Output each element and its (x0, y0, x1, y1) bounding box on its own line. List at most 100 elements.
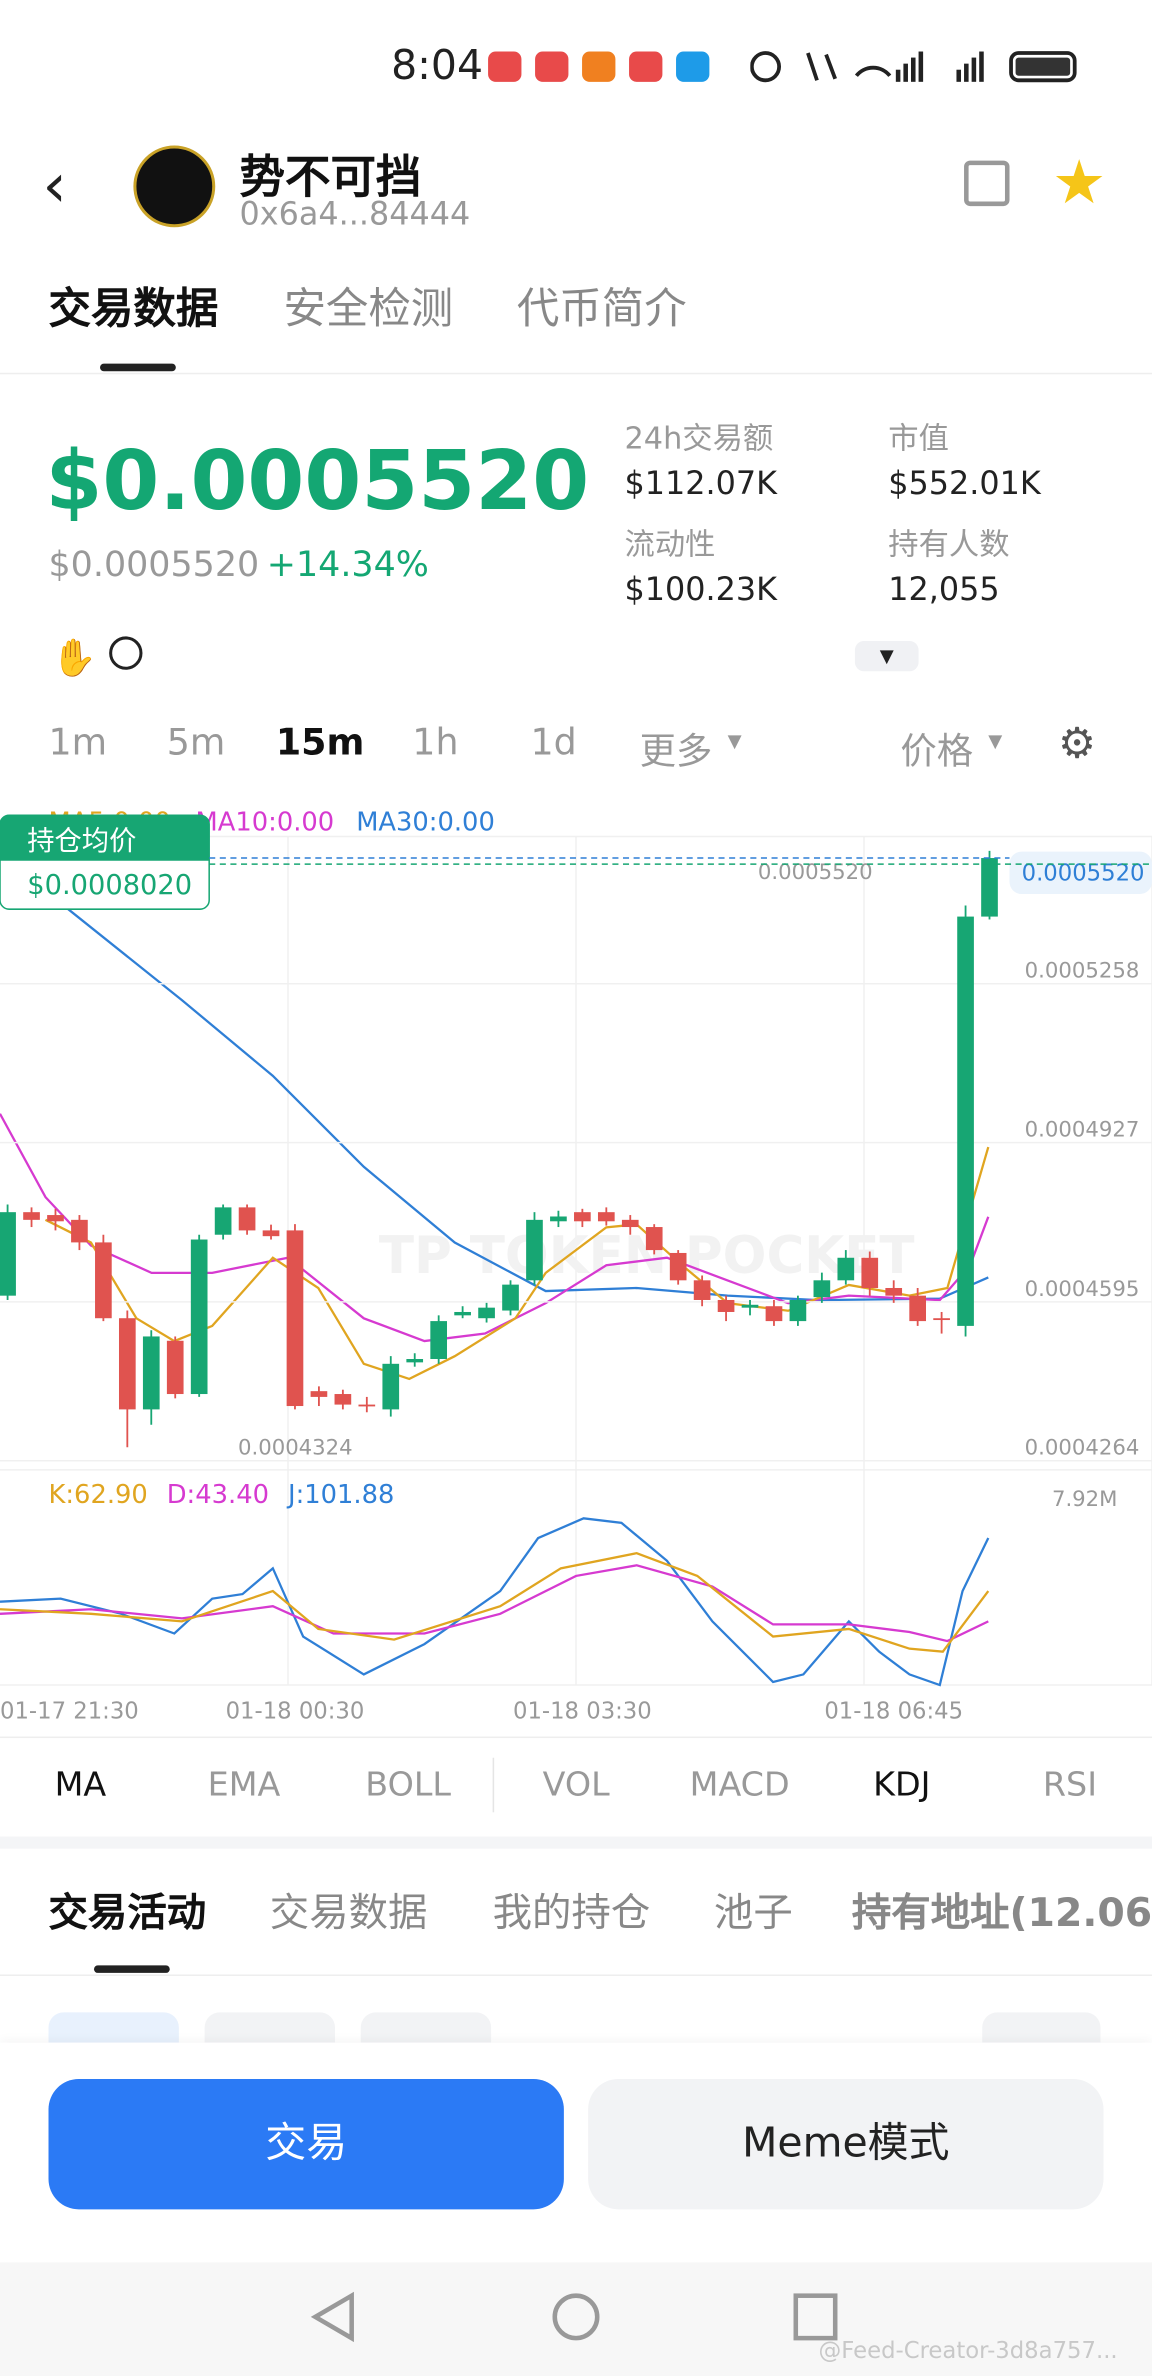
kdj-j-label: J:101.88 (286, 1480, 394, 1510)
candle-body (933, 1318, 950, 1321)
candle-body (861, 1257, 879, 1288)
indicator[interactable]: BOLL (365, 1766, 452, 1805)
kdj-j-line (0, 1517, 990, 1687)
indicator[interactable]: MACD (689, 1766, 790, 1805)
section-gap (0, 1836, 1152, 1849)
stat-label: 持有人数 (888, 525, 1010, 563)
interval[interactable]: 1d (530, 721, 577, 764)
trade-button[interactable]: 交易 (48, 2079, 564, 2210)
stat-value: 12,055 (888, 571, 1000, 608)
candle-body (358, 1404, 376, 1407)
candle-body (478, 1307, 495, 1319)
filter-chip[interactable] (204, 2012, 335, 2043)
indicator[interactable]: KDJ (873, 1766, 931, 1805)
candle-body (166, 1340, 184, 1395)
activity-tab[interactable]: 持有地址(12.06 (851, 1891, 1152, 1937)
back-button[interactable]: ‹ (42, 151, 67, 222)
candle-body (334, 1394, 352, 1405)
interval[interactable]: 5m (166, 721, 226, 764)
settings-button[interactable]: ⚙ (1058, 718, 1097, 769)
meme-button[interactable]: Meme模式 (588, 2079, 1104, 2210)
candle-body (693, 1280, 711, 1300)
favorite-button[interactable]: ★ (1051, 148, 1107, 219)
x-tick-label: 01-18 03:30 (513, 1698, 652, 1724)
expand-button[interactable]: ▼ (854, 640, 919, 672)
tab[interactable]: 交易数据 (48, 283, 219, 334)
low-label: 0.0004324 (238, 1436, 353, 1461)
token-name: 势不可挡 (239, 151, 422, 205)
search-icon[interactable] (109, 636, 143, 670)
indicator[interactable]: EMA (207, 1766, 281, 1805)
dropdown-arrow: ▼ (988, 730, 1003, 752)
tab[interactable]: 安全检测 (283, 283, 454, 334)
stat-label: 流动性 (624, 525, 716, 563)
candle-body (142, 1336, 160, 1410)
candle-body (981, 858, 998, 917)
candle-body (286, 1230, 304, 1407)
ma30-line (67, 908, 989, 1302)
candle-body (71, 1219, 88, 1243)
divider (0, 372, 1152, 375)
activity-tab[interactable]: 交易数据 (269, 1891, 428, 1937)
candle-body (717, 1299, 735, 1312)
candle-body (597, 1212, 615, 1222)
interval[interactable]: 1m (48, 721, 108, 764)
indicator[interactable]: RSI (1042, 1766, 1098, 1805)
candle-body (406, 1359, 424, 1363)
hand-icon[interactable]: ✋ (51, 636, 97, 679)
candle-body (550, 1216, 567, 1222)
token-address[interactable]: 0x6a4...84444 (239, 195, 471, 232)
indicator[interactable]: MA (54, 1766, 107, 1805)
avg-cost-value: $0.0008020 (27, 870, 192, 901)
price-sub: $0.0005520 (48, 545, 260, 585)
candle-body (310, 1391, 328, 1397)
activity-tab[interactable]: 池子 (713, 1891, 793, 1937)
share-button[interactable] (964, 160, 1010, 207)
candle-body (382, 1363, 400, 1410)
price-main: $0.0005520 (45, 433, 590, 529)
ma10-label: MA10:0.00 (196, 807, 335, 837)
status-time: 8:04 (391, 42, 483, 90)
filter-chip[interactable] (982, 2012, 1101, 2043)
candle-body (0, 1212, 16, 1296)
candle-body (214, 1207, 232, 1235)
avg-cost-header (0, 815, 210, 861)
stat-value: $112.07K (624, 465, 778, 502)
y-tick-label: 0.0004595 (1025, 1277, 1140, 1302)
price-toggle[interactable]: 价格 (900, 730, 974, 773)
nav-bar (0, 2262, 1152, 2376)
candle-body (23, 1212, 40, 1220)
stat-value: $100.23K (624, 571, 778, 608)
candle-body (526, 1219, 543, 1281)
kdj-d-label: D:43.40 (167, 1480, 269, 1510)
candle-body (885, 1287, 903, 1296)
tab-indicator (93, 1965, 170, 1973)
divider (0, 1974, 1152, 1976)
grid (0, 835, 1152, 1686)
filter-chip[interactable] (360, 2012, 492, 2043)
avg-cost-label: 持仓均价 (27, 826, 136, 857)
indicator[interactable]: VOL (542, 1766, 610, 1805)
candle-body (430, 1321, 448, 1360)
activity-tab[interactable]: 交易活动 (48, 1891, 207, 1937)
kdj-k-line (0, 1552, 990, 1653)
stat-value: $552.01K (888, 465, 1041, 502)
kdj-d-line (0, 1564, 989, 1643)
candle-body (47, 1215, 64, 1222)
dropdown-arrow: ▼ (727, 730, 742, 752)
interval[interactable]: 更多 (639, 730, 713, 773)
interval[interactable]: 1h (412, 721, 459, 764)
tab[interactable]: 代币简介 (516, 283, 687, 334)
candle-body (765, 1306, 783, 1322)
interval[interactable]: 15m (275, 721, 365, 764)
candle-body (454, 1311, 471, 1316)
activity-tab[interactable]: 我的持仓 (492, 1891, 651, 1937)
candle-body (645, 1227, 663, 1251)
y-tick-label: 0.0005258 (1025, 959, 1140, 984)
candle-body (190, 1239, 208, 1395)
candle-body (789, 1299, 807, 1322)
token-avatar (133, 145, 216, 228)
filter-chip[interactable] (48, 2012, 179, 2043)
candle-body (95, 1242, 112, 1319)
